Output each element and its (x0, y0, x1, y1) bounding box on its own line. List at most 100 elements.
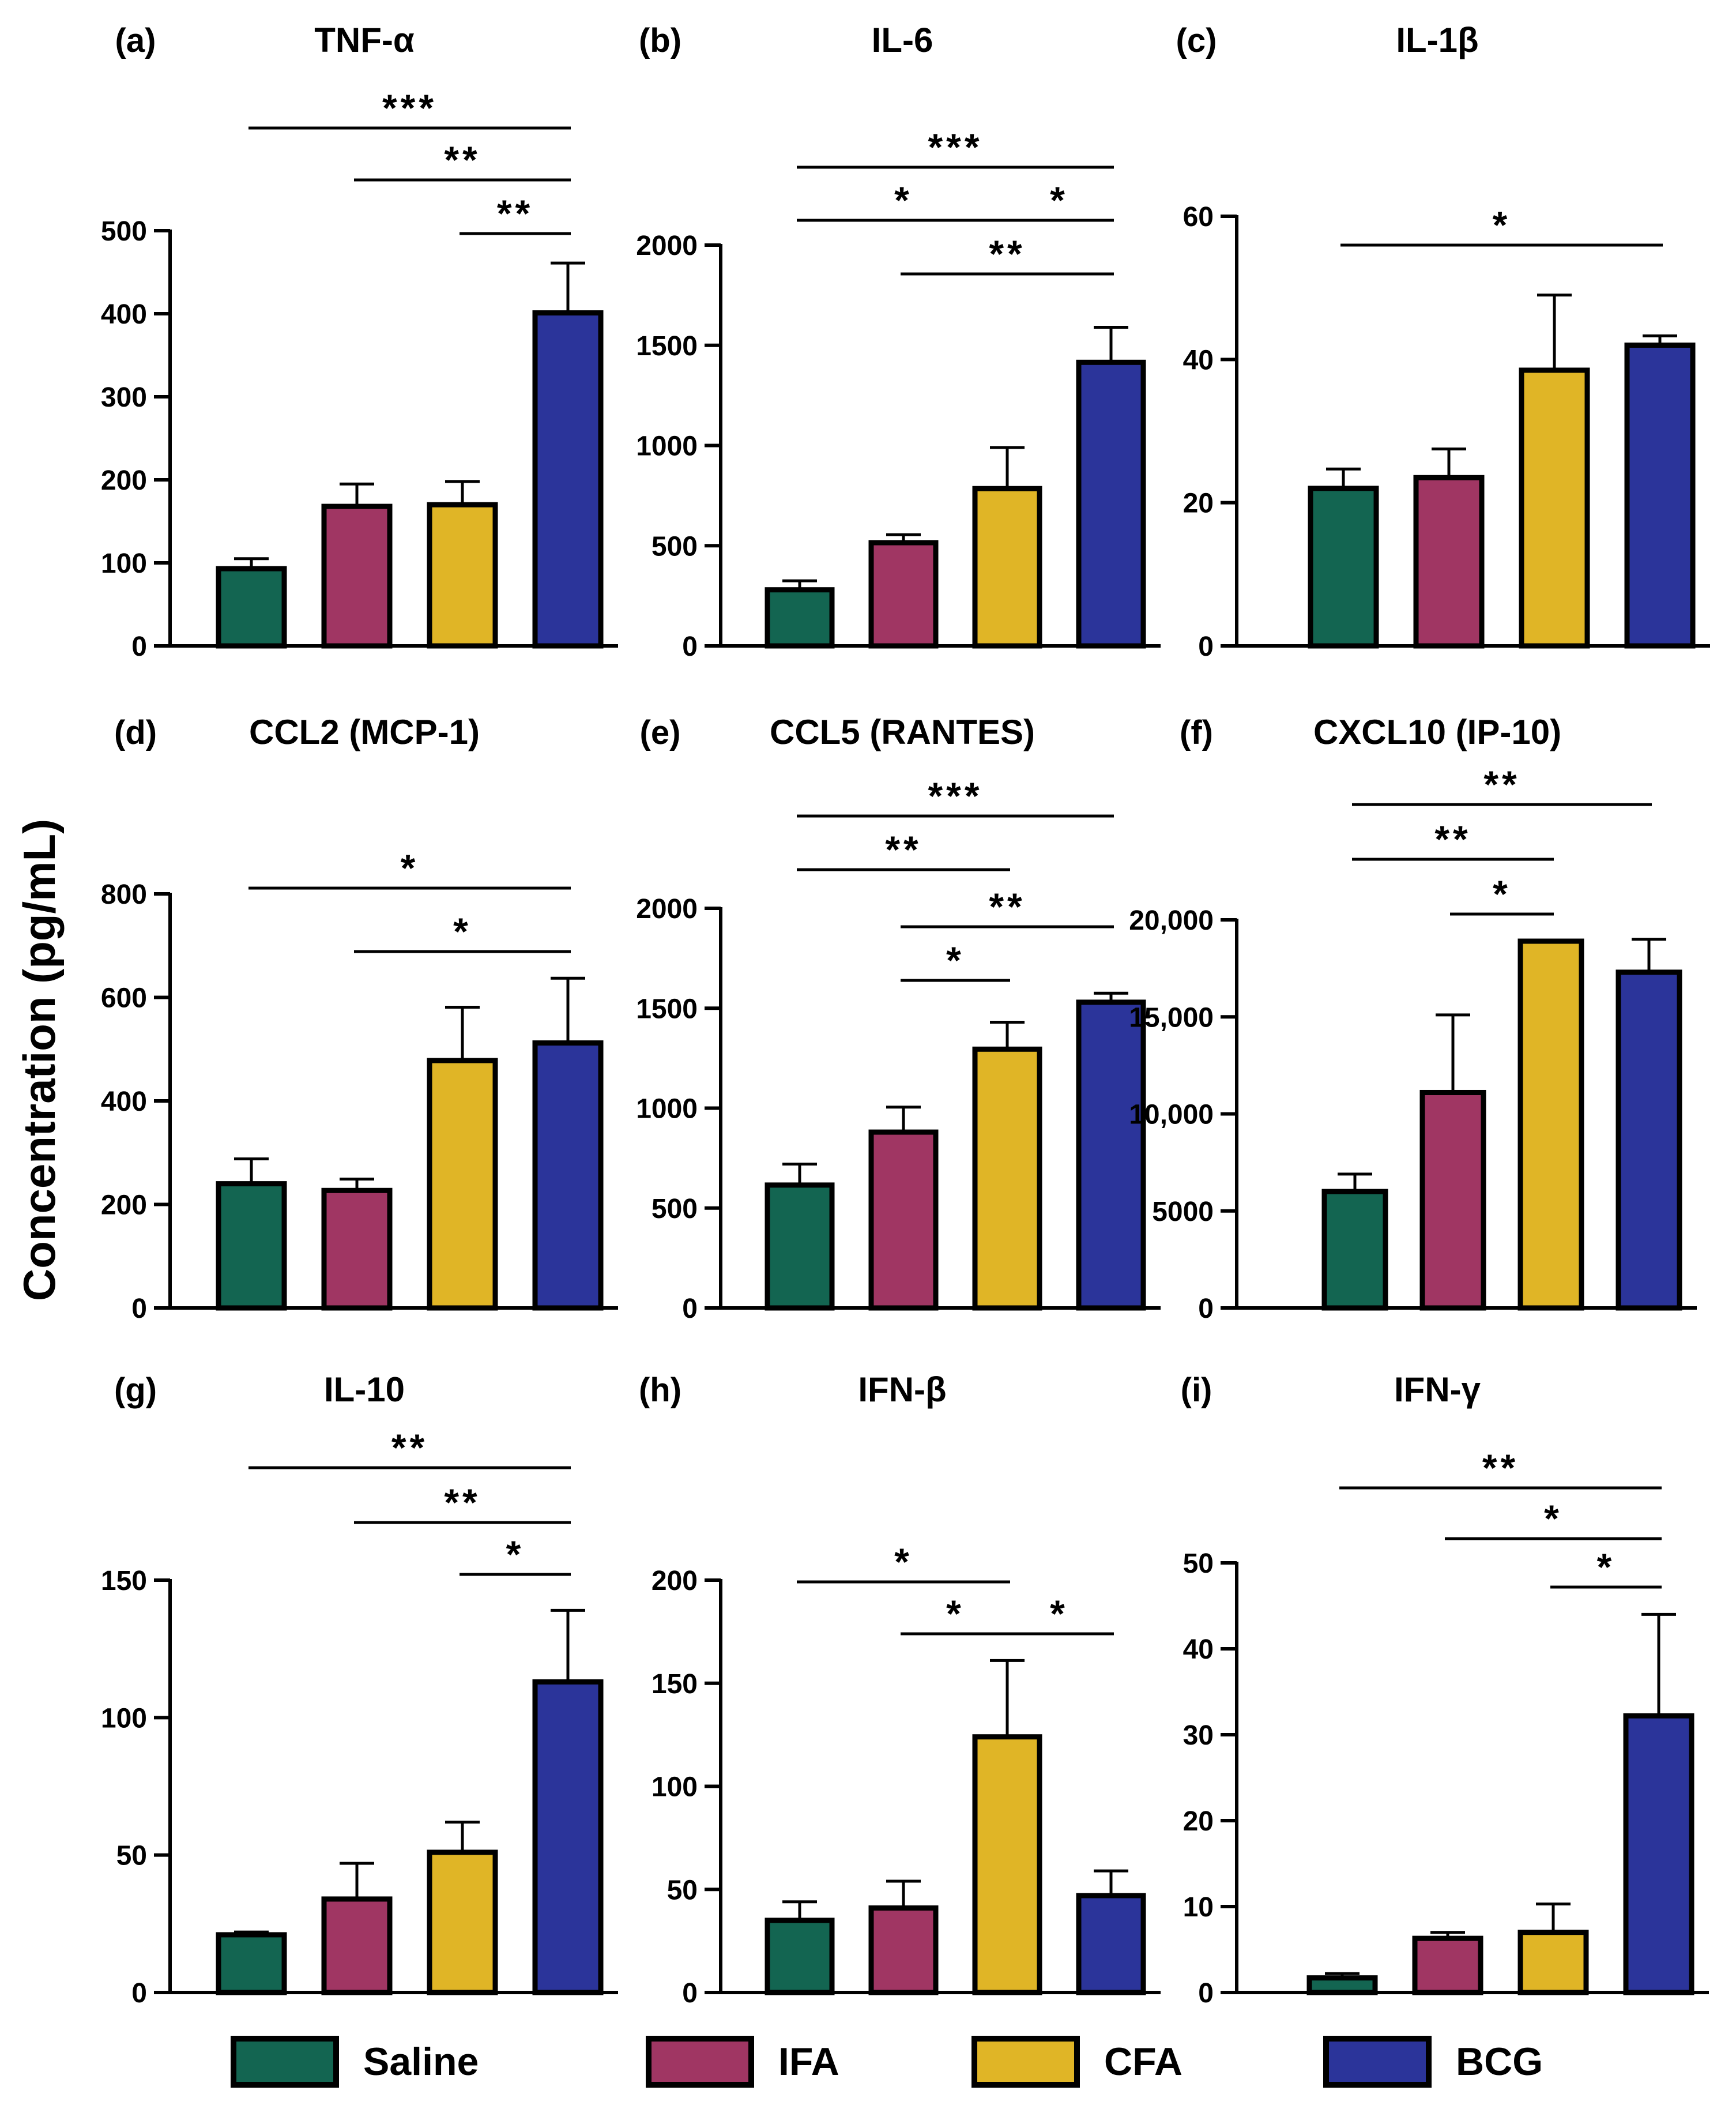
y-axis-label: Concentration (pg/mL) (14, 819, 65, 1301)
significance-label: * (453, 910, 472, 953)
bar-bcg (532, 310, 604, 649)
panel-title: CCL2 (MCP-1) (249, 713, 480, 751)
y-tick-label: 20 (1183, 488, 1214, 519)
y-tick-label: 0 (131, 1978, 147, 2009)
bar-cfa (427, 1058, 498, 1311)
bar-cfa (972, 486, 1042, 649)
y-tick-label: 0 (682, 1294, 698, 1324)
y-tick-label: 150 (652, 1669, 698, 1700)
bar-saline (1306, 1975, 1378, 1995)
y-tick-label: 20,000 (1129, 905, 1214, 936)
y-tick-label: 5000 (1152, 1197, 1214, 1227)
significance-label: ** (1482, 1446, 1519, 1489)
bar-bcg (532, 1679, 604, 1995)
panel-label: (f) (1180, 714, 1213, 751)
y-tick-label: 40 (1183, 345, 1214, 375)
y-tick-label: 20 (1183, 1806, 1214, 1837)
significance-label: ** (444, 138, 480, 181)
panel-label: (b) (639, 22, 681, 59)
bar-bcg (1624, 343, 1696, 649)
significance-label: ** (989, 232, 1025, 275)
panel-title: IL-1β (1396, 21, 1478, 59)
y-tick-label: 100 (101, 1703, 147, 1734)
bar-cfa (427, 502, 498, 649)
legend-label: Saline (363, 2040, 479, 2084)
y-tick-label: 10,000 (1129, 1100, 1214, 1130)
bar-ifa (1413, 475, 1485, 649)
panel-label: (i) (1181, 1371, 1212, 1409)
legend-item-ifa: IFA (646, 2036, 839, 2088)
y-tick-label: 2000 (636, 894, 698, 924)
panel-label: (g) (114, 1371, 157, 1409)
y-tick-label: 400 (101, 299, 147, 330)
bar-cfa (1517, 1930, 1589, 1995)
chart-panel-d: (d) CCL2 (MCP-1) 0 200 400 600 800 * * (101, 713, 618, 1324)
y-tick-label: 60 (1183, 202, 1214, 232)
bar-saline (765, 1182, 835, 1311)
significance-label: *** (382, 87, 437, 129)
y-tick-label: 0 (682, 1978, 698, 2009)
bar-ifa (321, 1187, 393, 1311)
chart-panel-f: (f) CXCL10 (IP-10) 0 5000 10,000 15,000 20,000… (1129, 713, 1697, 1324)
panel-title: CXCL10 (IP-10) (1313, 713, 1561, 751)
y-tick-label: 500 (652, 1194, 698, 1224)
panel-label: (d) (114, 714, 157, 751)
y-tick-label: 1500 (636, 994, 698, 1024)
legend-label: BCG (1456, 2040, 1543, 2084)
bar-ifa (868, 540, 939, 649)
significance-label: * (1493, 873, 1511, 915)
significance-label: ** (885, 828, 921, 871)
bar-cfa (427, 1849, 498, 1995)
significance-label: *** (928, 126, 982, 168)
bar-ifa (1419, 1089, 1486, 1311)
legend-item-bcg: BCG (1323, 2036, 1543, 2088)
y-tick-label: 50 (1183, 1548, 1214, 1579)
panel-title: CCL5 (RANTES) (770, 713, 1035, 751)
significance-label: * (894, 179, 913, 221)
y-tick-label: 1000 (636, 431, 698, 462)
y-tick-label: 15,000 (1129, 1002, 1214, 1033)
significance-label: * (1597, 1546, 1616, 1588)
legend-item-cfa: CFA (971, 2036, 1183, 2088)
bar-bcg (1616, 969, 1682, 1311)
bar-bcg (532, 1040, 604, 1311)
y-tick-label: 400 (101, 1087, 147, 1117)
y-tick-label: 500 (101, 216, 147, 247)
y-tick-label: 0 (1198, 1978, 1214, 2009)
significance-label: * (1050, 179, 1068, 221)
legend-swatch (231, 2036, 339, 2088)
y-tick-label: 0 (682, 631, 698, 662)
panel-label: (a) (115, 22, 156, 59)
legend-label: IFA (778, 2040, 839, 2084)
bar-ifa (868, 1905, 939, 1995)
significance-label: ** (1434, 818, 1471, 860)
panel-title: TNF-α (314, 21, 415, 59)
bar-ifa (321, 1896, 393, 1995)
y-tick-label: 0 (131, 1294, 147, 1324)
legend-swatch (1323, 2036, 1432, 2088)
significance-label: ** (497, 192, 533, 235)
y-tick-label: 300 (101, 382, 147, 413)
y-tick-label: 0 (1198, 1294, 1214, 1324)
y-tick-label: 10 (1183, 1892, 1214, 1923)
bar-saline (216, 1932, 287, 1995)
bar-bcg (1076, 359, 1146, 649)
bar-cfa (972, 1734, 1042, 1995)
significance-label: * (506, 1533, 525, 1576)
panel-title: IFN-β (858, 1370, 946, 1409)
panel-label: (h) (639, 1371, 681, 1409)
bar-saline (765, 587, 835, 649)
significance-label: * (1493, 204, 1511, 246)
y-tick-label: 800 (101, 879, 147, 910)
y-tick-label: 100 (652, 1772, 698, 1803)
bar-ifa (868, 1129, 939, 1311)
bar-cfa (972, 1046, 1042, 1311)
y-tick-label: 40 (1183, 1634, 1214, 1665)
legend-label: CFA (1104, 2040, 1183, 2084)
y-tick-label: 50 (667, 1875, 698, 1905)
